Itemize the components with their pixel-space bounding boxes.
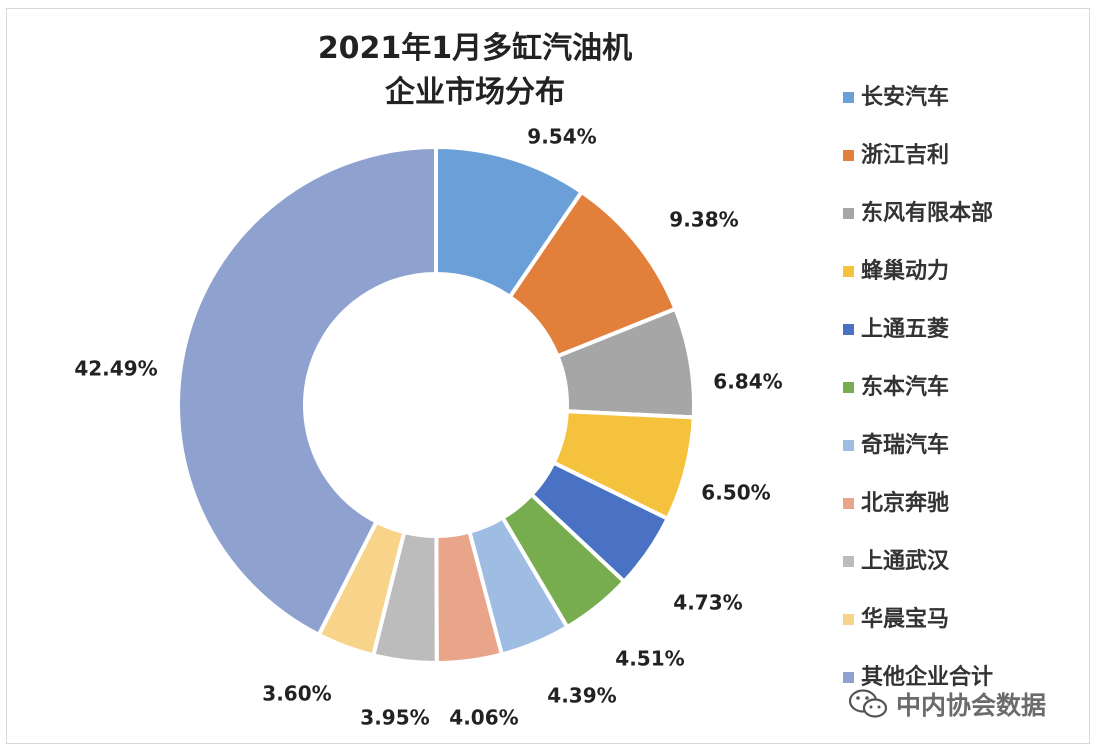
wechat-icon [848, 689, 888, 718]
data-label-1: 9.54% [527, 125, 596, 149]
data-label-11: 42.49% [74, 357, 157, 381]
legend-label-9: 上通武汉 [861, 549, 950, 574]
data-label-10: 3.60% [262, 682, 331, 706]
legend-swatch-9 [843, 556, 854, 567]
legend-swatch-3 [843, 208, 854, 219]
legend-label-3: 东风有限本部 [861, 200, 993, 226]
legend-swatch-2 [843, 150, 854, 161]
legend-swatch-1 [843, 92, 854, 103]
chart-title-line-1: 2021年1月多缸汽油机 [318, 31, 632, 66]
donut-slice-11 [176, 144, 438, 638]
legend-label-4: 蜂巢动力 [861, 258, 949, 284]
legend-swatch-7 [843, 440, 854, 451]
legend-label-5: 上通五菱 [861, 316, 949, 342]
data-label-6: 4.51% [615, 647, 684, 671]
legend-swatch-6 [843, 382, 854, 393]
data-label-8: 4.06% [449, 706, 518, 730]
data-label-9: 3.95% [360, 706, 429, 730]
data-label-5: 4.73% [673, 591, 742, 615]
legend-swatch-4 [843, 266, 854, 277]
data-label-7: 4.39% [547, 684, 616, 708]
data-label-4: 6.50% [701, 481, 770, 505]
legend-swatch-8 [843, 498, 854, 509]
chart-title-line-2: 企业市场分布 [385, 75, 565, 110]
watermark-text: 中内协会数据 [896, 691, 1047, 720]
legend-label-2: 浙江吉利 [861, 142, 949, 168]
data-label-2: 9.38% [669, 208, 738, 232]
legend-swatch-10 [843, 614, 854, 625]
legend-label-7: 奇瑞汽车 [861, 432, 949, 458]
data-label-3: 6.84% [713, 370, 782, 394]
legend-label-1: 长安汽车 [861, 84, 949, 110]
legend-label-8: 北京奔驰 [861, 490, 949, 516]
legend-swatch-5 [843, 324, 854, 335]
legend-label-11: 其他企业合计 [861, 664, 993, 690]
legend-label-6: 东本汽车 [861, 374, 949, 400]
legend-label-10: 华晨宝马 [861, 606, 949, 632]
watermark: 中内协会数据 [848, 686, 1046, 722]
chart-frame [6, 8, 1090, 744]
legend-swatch-11 [843, 672, 854, 683]
